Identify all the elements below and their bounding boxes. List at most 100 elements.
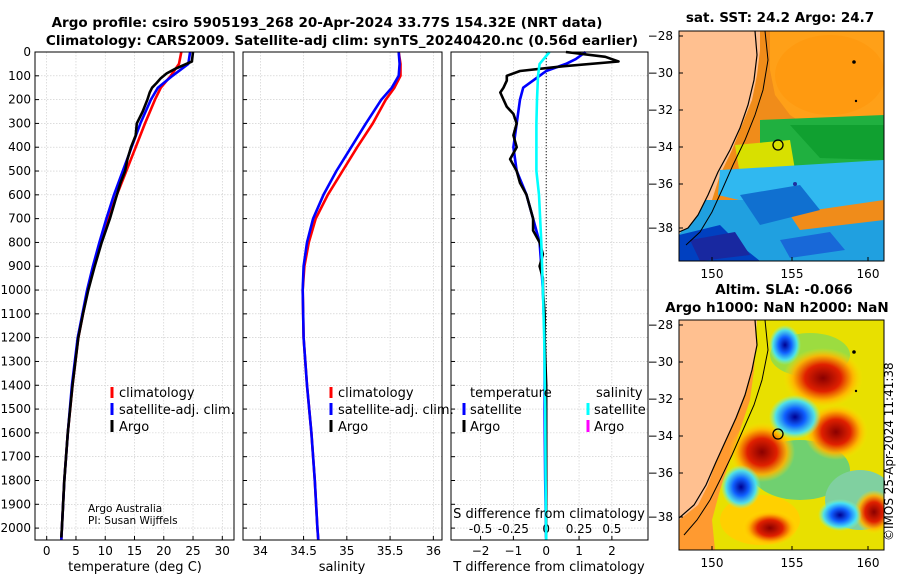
x-tick-label: 5: [72, 544, 80, 558]
map-lat-label: −32: [648, 392, 673, 406]
x-tick-label: 34: [253, 544, 268, 558]
map-lon-label: 155: [781, 267, 804, 281]
x-tick-label: 34.5: [290, 544, 317, 558]
difference-legend-temperature: temperature satellite Argo: [462, 386, 552, 435]
depth-tick-label: 100: [8, 69, 31, 83]
sla-argo-location-marker: [772, 428, 784, 440]
x-tick-label: 36: [426, 544, 441, 558]
legend-label-satellite: satellite-adj. clim.: [119, 403, 235, 418]
sla-map-title1: Altim. SLA: -0.066: [715, 282, 852, 298]
x-tick-label: 0: [542, 544, 550, 558]
legend-label-t-satellite: satellite: [470, 403, 522, 418]
sst-argo-location-marker: [772, 139, 784, 151]
legend-label-climatology: climatology: [338, 386, 414, 401]
x-tick-label: 2: [608, 544, 616, 558]
map-lat-label: −36: [648, 466, 673, 480]
figure-title-line1: Argo profile: csiro 5905193_268 20-Apr-2…: [52, 15, 603, 31]
map-lat-label: −32: [648, 103, 673, 117]
legend-label-s-satellite: satellite: [594, 403, 646, 418]
temperature-legend: climatology satellite-adj. clim. Argo: [110, 386, 235, 435]
t-difference-xlabel: T difference from climatology: [452, 560, 645, 575]
series-line-satellite-adj-clim-: [301, 51, 401, 541]
map-lat-label: −28: [648, 318, 673, 332]
map-lon-label: 150: [701, 556, 724, 570]
plot-area: [243, 52, 442, 540]
x-tick-label: 35: [339, 544, 354, 558]
map-lon-label: 160: [857, 556, 880, 570]
depth-tick-label: 300: [8, 116, 31, 130]
depth-tick-label: 1600: [0, 426, 31, 440]
depth-tick-label: 1900: [0, 497, 31, 511]
depth-tick-label: 1400: [0, 378, 31, 392]
map-lon-label: 150: [701, 267, 724, 281]
map-lat-label: −38: [648, 510, 673, 524]
depth-tick-label: 400: [8, 140, 31, 154]
plot-frame: [34, 51, 235, 541]
sst-map: sat. SST: 24.2 Argo: 24.7 −28 −30 −32 −34 −3…: [648, 10, 885, 281]
depth-tick-label: 800: [8, 235, 31, 249]
sla-map: Altim. SLA: -0.066 Argo h1000: NaN h2000…: [648, 282, 889, 570]
plot-area: [451, 52, 648, 540]
x-tick-label: 15: [127, 544, 142, 558]
legend-title-salinity: salinity: [596, 386, 643, 401]
salinity-panel: 34 34.5 35 35.5 36: [242, 51, 443, 558]
depth-tick-label: 0: [23, 45, 31, 59]
x-tick-label: −2: [472, 544, 490, 558]
s-diff-tick-label: -0.5: [469, 522, 492, 536]
legend-label-argo: Argo: [119, 420, 149, 435]
temperature-panel: 0 5 10 15 20 25 30: [34, 51, 235, 558]
difference-legend-salinity: salinity satellite Argo: [586, 386, 646, 435]
depth-tick-label: 1300: [0, 354, 31, 368]
x-tick-label: 1: [575, 544, 583, 558]
s-diff-tick-label: 0.5: [602, 522, 621, 536]
map-lon-label: 160: [857, 267, 880, 281]
sst-map-title: sat. SST: 24.2 Argo: 24.7: [686, 10, 874, 26]
depth-tick-label: 1200: [0, 331, 31, 345]
depth-tick-label: 1000: [0, 283, 31, 297]
s-diff-tick-label: 0.25: [566, 522, 593, 536]
credit-line2: PI: Susan Wijffels: [88, 515, 178, 527]
series-line-s-satellite: [535, 51, 551, 541]
legend-label-t-argo: Argo: [470, 420, 500, 435]
depth-tick-label: 600: [8, 188, 31, 202]
legend-title-temperature: temperature: [470, 386, 552, 401]
x-tick-label: −1: [505, 544, 523, 558]
series-line-argo: [60, 51, 195, 538]
x-tick-label: 20: [156, 544, 171, 558]
map-lat-label: −30: [648, 355, 673, 369]
x-tick-label: 35.5: [377, 544, 404, 558]
plot-frame: [242, 51, 443, 541]
sla-map-title2: Argo h1000: NaN h2000: NaN: [665, 300, 888, 316]
s-diff-tick-label: -0.25: [498, 522, 529, 536]
depth-tick-label: 500: [8, 164, 31, 178]
map-lat-label: −34: [648, 429, 673, 443]
difference-panel: −2 −1 0 1 2-0.5 -0.25 0 0.25 0.5: [450, 50, 649, 558]
x-tick-label: 10: [98, 544, 113, 558]
x-tick-label: 25: [185, 544, 200, 558]
depth-tick-label: 700: [8, 212, 31, 226]
legend-label-argo: Argo: [338, 420, 368, 435]
depth-tick-label: 1800: [0, 473, 31, 487]
temperature-xlabel: temperature (deg C): [68, 560, 202, 575]
timestamp: ©IMOS 25-Apr-2024 11:41:38: [882, 362, 896, 541]
legend-label-climatology: climatology: [119, 386, 195, 401]
depth-tick-label: 2000: [0, 521, 31, 535]
depth-tick-label: 900: [8, 259, 31, 273]
s-difference-xlabel: S difference from climatology: [453, 507, 645, 522]
depth-tick-label: 200: [8, 93, 31, 107]
depth-tick-label: 1500: [0, 402, 31, 416]
legend-label-satellite: satellite-adj. clim.: [338, 403, 454, 418]
x-tick-label: 0: [43, 544, 51, 558]
credit-line1: Argo Australia: [88, 503, 162, 515]
map-lat-label: −36: [648, 177, 673, 191]
salinity-xlabel: salinity: [319, 560, 366, 575]
depth-tick-label: 1700: [0, 450, 31, 464]
plot-frame: [450, 51, 649, 541]
figure-title-line2: Climatology: CARS2009. Satellite-adj cli…: [46, 33, 638, 49]
salinity-legend: climatology satellite-adj. clim. Argo: [329, 386, 454, 435]
depth-tick-label: 1100: [0, 307, 31, 321]
map-lat-label: −34: [648, 140, 673, 154]
map-lat-label: −28: [648, 29, 673, 43]
map-lat-label: −30: [648, 66, 673, 80]
